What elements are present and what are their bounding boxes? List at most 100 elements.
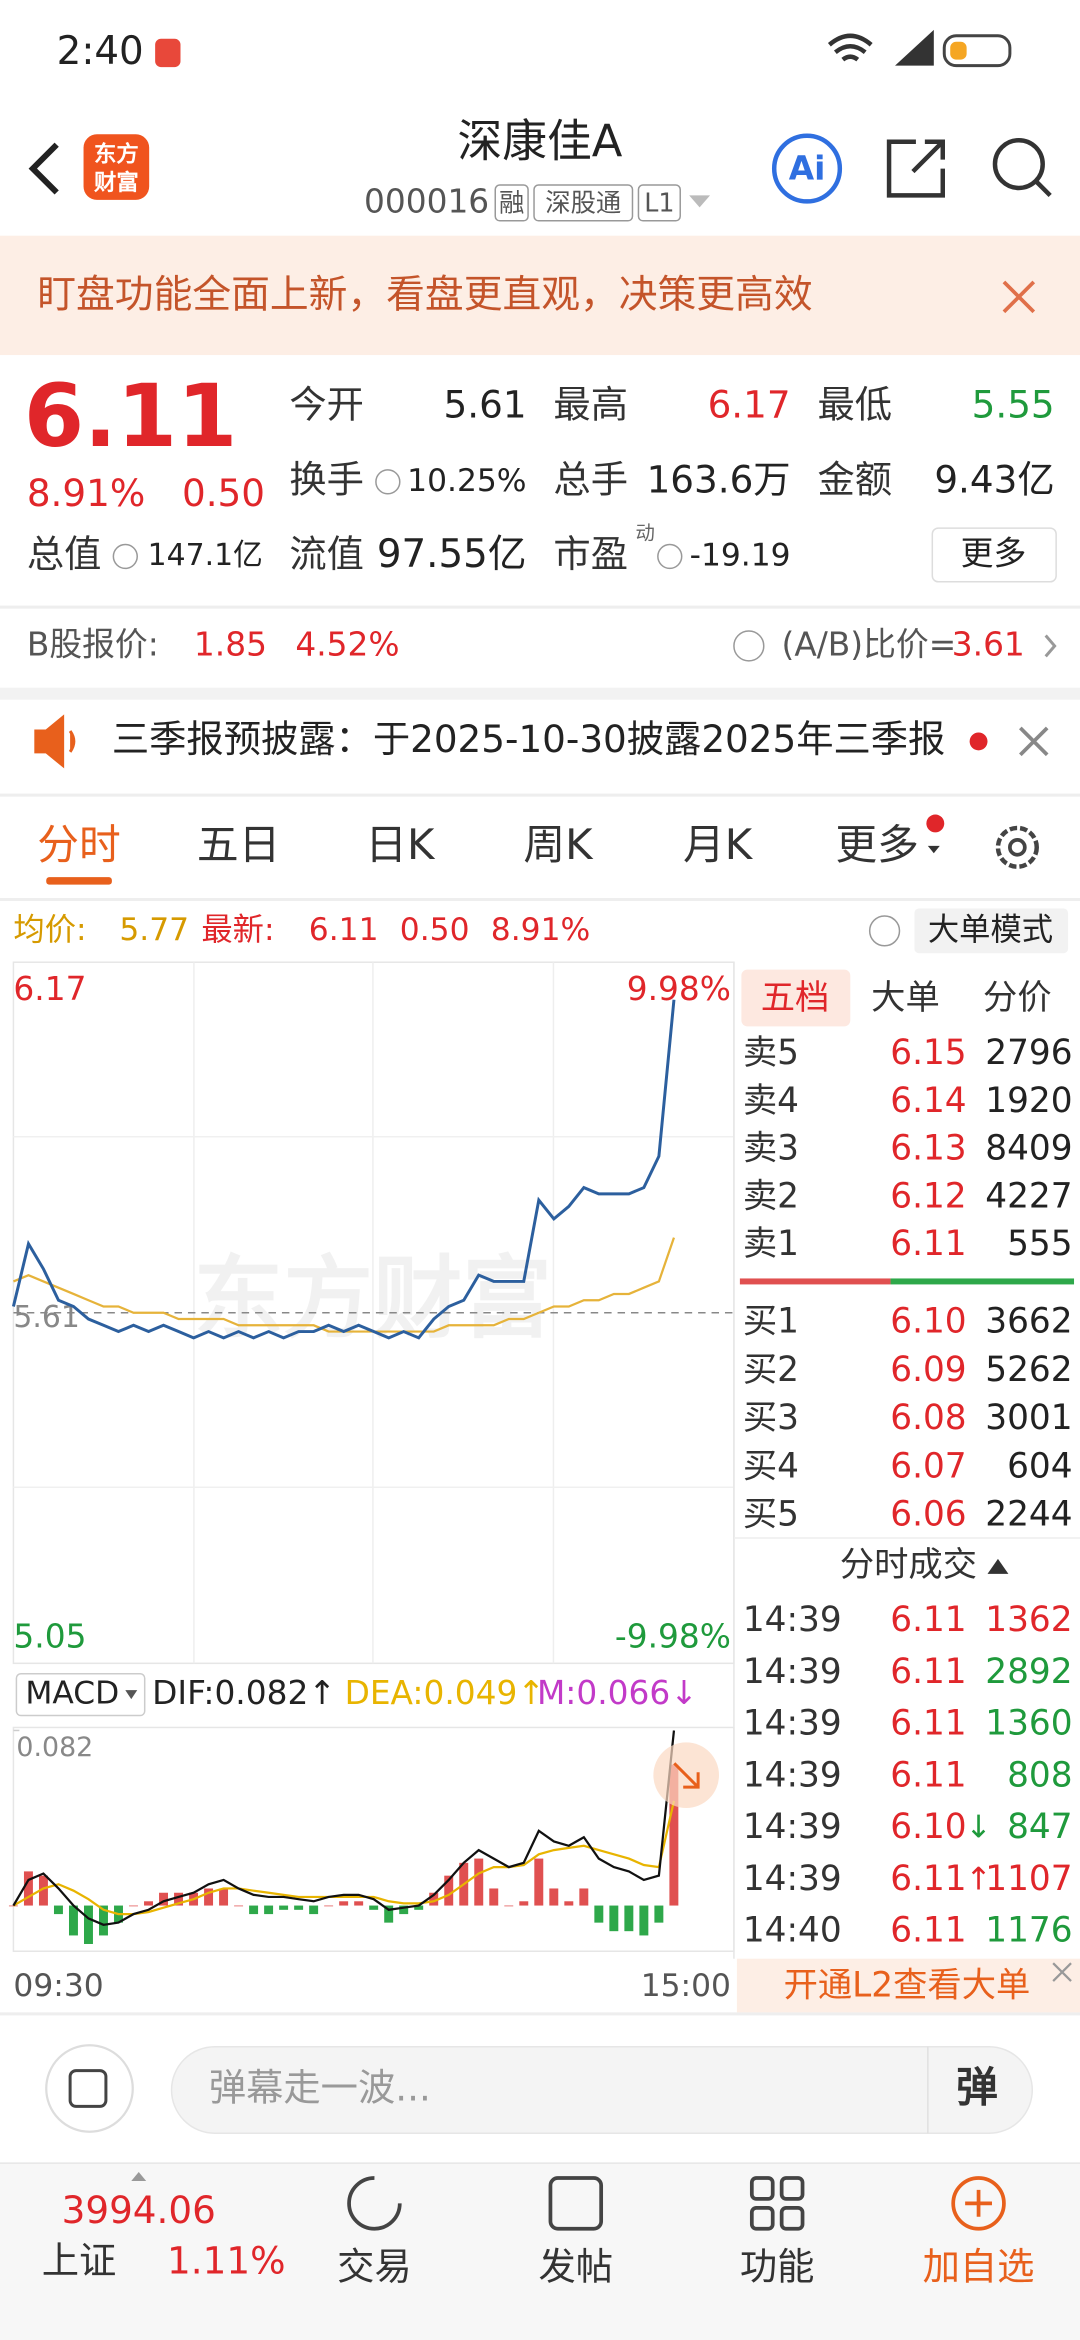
trade-time: 14:39 <box>743 1859 842 1899</box>
bid-price: 6.10 <box>890 1302 966 1342</box>
settings-button[interactable] <box>995 825 1039 869</box>
macd-bar <box>84 1905 93 1944</box>
index-name: 上证 <box>42 2239 117 2283</box>
battery-icon <box>942 34 1012 68</box>
tag-box <box>494 184 529 222</box>
macd-bar <box>579 1888 589 1906</box>
chart-tab[interactable]: 周K <box>523 820 594 869</box>
ask-level: 卖2 <box>743 1176 799 1216</box>
field-value: 6.17 <box>708 383 791 427</box>
ask-price: 6.11 <box>890 1224 966 1264</box>
trade-price: 6.10 <box>890 1807 966 1847</box>
price-low-label: 5.05 <box>13 1617 86 1655</box>
latest-label: 最新: <box>201 912 274 948</box>
chart-tab[interactable]: 月K <box>683 820 754 869</box>
bid-price: 6.09 <box>890 1350 966 1390</box>
ask-level: 卖4 <box>743 1081 799 1121</box>
macd-bar <box>369 1905 379 1910</box>
trade-volume: 2892 <box>985 1652 1072 1692</box>
danmaku-settings[interactable] <box>45 2044 134 2133</box>
trade-arrow: ↑ <box>965 1861 991 1897</box>
macd-bar <box>8 1905 18 1907</box>
macd-bar <box>159 1892 169 1906</box>
help-icon <box>868 915 901 947</box>
trade-volume: 1107 <box>985 1859 1072 1899</box>
search-button[interactable] <box>992 137 1045 191</box>
more-button[interactable] <box>931 527 1057 583</box>
ask-level: 卖5 <box>743 1033 799 1073</box>
trade-volume: 808 <box>1007 1755 1072 1795</box>
price-high-label: 6.17 <box>13 970 86 1008</box>
nav-label[interactable]: 加自选 <box>923 2244 1035 2288</box>
field-label: 金额 <box>817 457 892 501</box>
info-icon <box>112 543 138 570</box>
field-value: 147.1亿 <box>148 538 263 573</box>
trade-time: 14:39 <box>743 1755 842 1795</box>
trade-price: 6.11 <box>890 1600 966 1640</box>
tag-box <box>637 184 681 222</box>
comment-input[interactable] <box>170 2045 1034 2134</box>
close-l2[interactable] <box>1052 1962 1072 1982</box>
field-label: 总值 <box>27 532 102 576</box>
app-logo <box>83 134 150 200</box>
stock-tag: 深股通 <box>545 187 621 217</box>
close-banner[interactable] <box>1002 280 1036 314</box>
chart-tab[interactable]: 日K <box>365 820 436 869</box>
chart-tab[interactable]: 分时 <box>37 820 120 869</box>
nav-label[interactable]: 发帖 <box>539 2244 614 2288</box>
field-value: 10.25% <box>407 463 526 499</box>
danmaku-button[interactable]: 弹 <box>956 2062 998 2111</box>
field-value: 9.43亿 <box>934 457 1054 501</box>
latest-value: 6.11 <box>309 912 379 948</box>
back-button[interactable] <box>28 142 59 195</box>
macd-bar <box>534 1858 544 1906</box>
macd-top-label: 0.082 <box>16 1732 93 1763</box>
close-notice[interactable] <box>1019 726 1049 757</box>
macd-bar <box>399 1905 409 1915</box>
mode-button[interactable] <box>914 908 1069 954</box>
macd-bar <box>519 1901 529 1906</box>
field-label: 最高 <box>553 383 628 427</box>
trade-time: 14:40 <box>743 1911 842 1951</box>
macd-selector[interactable] <box>15 1673 146 1717</box>
b-share-label: B股报价: <box>27 625 159 663</box>
macd-bar <box>234 1905 244 1907</box>
avg-value: 5.77 <box>119 912 189 948</box>
nav-icon <box>749 2176 775 2201</box>
macd-bar <box>324 1905 334 1907</box>
panel-tab[interactable]: 五档 <box>761 978 830 1018</box>
trade-price: 6.11 <box>890 1704 966 1744</box>
chart-tab[interactable]: 五日 <box>197 820 280 869</box>
panel-tab[interactable]: 大单 <box>871 978 940 1018</box>
ask-price: 6.15 <box>890 1033 966 1073</box>
ask-price: 6.13 <box>890 1129 966 1169</box>
chart-tab[interactable]: 更多 <box>835 820 918 869</box>
macd-bar <box>68 1905 78 1936</box>
time-start: 09:30 <box>13 1968 103 2004</box>
ai-button[interactable] <box>771 133 843 204</box>
macd-bar <box>129 1905 138 1907</box>
share-button[interactable] <box>886 139 945 198</box>
trade-price: 6.11 <box>890 1859 966 1899</box>
trade-volume: 1360 <box>985 1704 1072 1744</box>
nav-icon <box>548 2176 604 2231</box>
mode-label: 大单模式 <box>928 912 1053 948</box>
field-label: 换手 <box>289 457 364 501</box>
macd-bar <box>38 1875 48 1906</box>
section-gap <box>0 687 1080 700</box>
bid-level: 买4 <box>743 1446 799 1486</box>
ratio-bar-green <box>890 1278 1075 1285</box>
nav-label[interactable]: 功能 <box>740 2244 815 2288</box>
pct-high-label: 9.98% <box>627 970 731 1008</box>
nav-label[interactable]: 交易 <box>337 2244 412 2288</box>
ask-level: 卖1 <box>743 1224 799 1264</box>
wifi-icon <box>827 33 873 62</box>
macd-bar <box>99 1905 108 1936</box>
panel-tab[interactable]: 分价 <box>983 978 1052 1018</box>
pct-low-label: -9.98% <box>615 1617 731 1655</box>
dif-line <box>12 1730 676 1926</box>
index-caret <box>131 2172 147 2181</box>
l2-banner[interactable] <box>736 1958 1080 2013</box>
time-end: 15:00 <box>641 1968 731 2004</box>
dropdown-caret <box>689 195 711 208</box>
